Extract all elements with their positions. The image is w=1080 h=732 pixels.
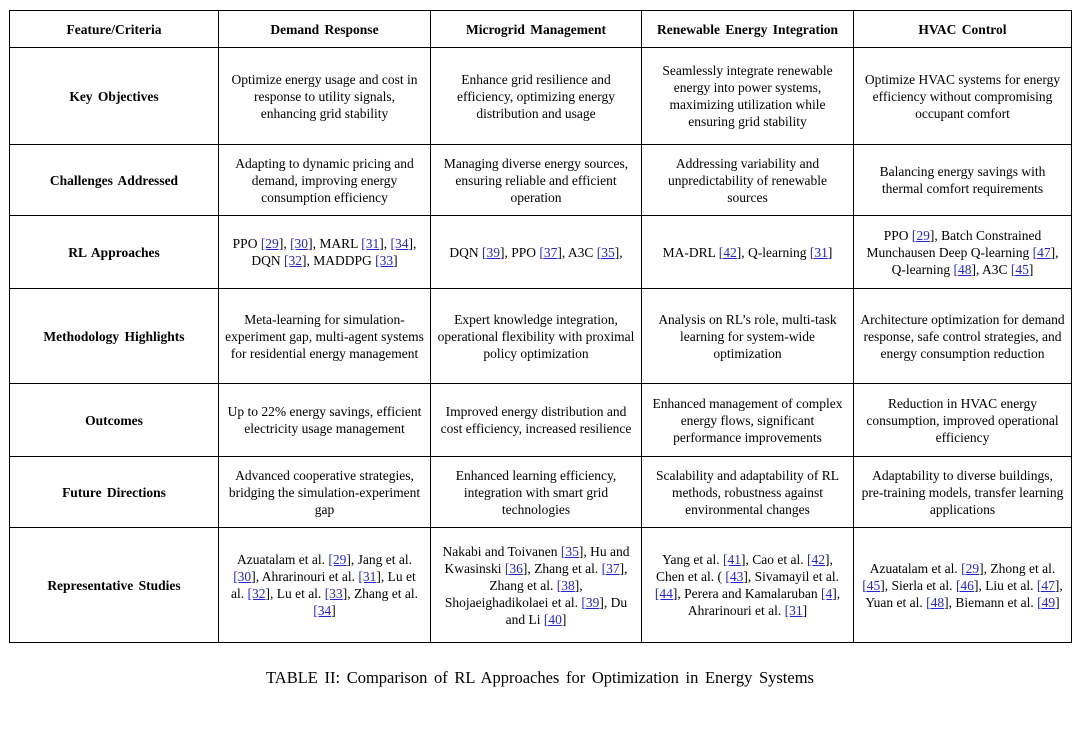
table-cell: Optimize HVAC systems for energy efficie… <box>853 47 1072 145</box>
row-header: Key Objectives <box>9 47 219 145</box>
citation-link[interactable]: [36 <box>504 560 523 576</box>
table-cell: Up to 22% energy savings, efficient elec… <box>218 383 431 457</box>
citation-link[interactable]: [42 <box>807 552 825 567</box>
citation-link[interactable]: [29 <box>260 236 279 251</box>
table-cell: PPO [29], Batch Constrained Munchausen D… <box>853 215 1072 289</box>
row-header: Methodology Highlights <box>9 288 219 384</box>
table-cell: Optimize energy usage and cost in respon… <box>218 47 431 145</box>
table-cell: Addressing variability and unpredictabil… <box>641 144 854 216</box>
table-cell: Meta-learning for simulation-experiment … <box>218 288 431 384</box>
citation-link[interactable]: [37 <box>539 244 558 260</box>
table-row: Outcomes Up to 22% energy savings, effici… <box>9 383 1072 457</box>
citation-link[interactable]: [33 <box>324 586 343 601</box>
citation-link[interactable]: [30 <box>290 236 309 251</box>
comparison-table: Feature/Criteria Demand Response Microgrid… <box>9 10 1072 643</box>
citation-link[interactable]: [29 <box>328 552 347 567</box>
citation-link[interactable]: [35 <box>560 543 579 559</box>
citation-link[interactable]: [31 <box>784 603 803 618</box>
citation-link[interactable]: [32 <box>247 586 266 601</box>
citation-link[interactable]: [33 <box>375 253 394 268</box>
table-cell: Improved energy distribution and cost ef… <box>430 383 642 457</box>
table-cell: Nakabi and Toivanen [35], Hu and Kwasins… <box>430 527 642 643</box>
table-row: Representative Studies Azuatalam et al. [… <box>9 527 1072 643</box>
table-cell: Adaptability to diverse buildings, pre-t… <box>853 456 1072 528</box>
row-header: RL Approaches <box>9 215 219 289</box>
table-cell: Analysis on RL’s role, multi-task learni… <box>641 288 854 384</box>
table-cell: Adapting to dynamic pricing and demand, … <box>218 144 431 216</box>
citation-link[interactable]: [46 <box>955 577 974 593</box>
table-cell: Azuatalam et al. [29], Jang et al. [30],… <box>218 527 431 643</box>
table-body: Key Objectives Optimize energy usage and … <box>9 47 1072 643</box>
citation-link[interactable]: [41 <box>723 552 742 567</box>
table-row: Future Directions Advanced cooperative st… <box>9 456 1072 528</box>
citation-link[interactable]: [37 <box>601 560 620 576</box>
table-cell: Azuatalam et al. [29], Zhong et al. [45]… <box>853 527 1072 643</box>
citation-link[interactable]: [38 <box>556 577 575 593</box>
citation-link[interactable]: [31 <box>361 236 380 251</box>
table-cell: PPO [29], [30], MARL [31], [34], DQN [32… <box>218 215 431 289</box>
table-caption: TABLE II: Comparison of RL Approaches fo… <box>266 668 814 687</box>
citation-link[interactable]: [39 <box>581 594 600 610</box>
citation-link[interactable]: [48 <box>953 261 972 277</box>
table-cell: Enhanced management of complex energy fl… <box>641 383 854 457</box>
citation-link[interactable]: [34 <box>313 603 332 618</box>
citation-link[interactable]: [43 <box>725 569 744 584</box>
citation-link[interactable]: [44 <box>654 586 673 601</box>
column-header: HVAC Control <box>853 10 1072 48</box>
citation-link[interactable]: [47 <box>1036 577 1055 593</box>
table-row: RL Approaches PPO [29], [30], MARL [31], … <box>9 215 1072 289</box>
table-cell: Seamlessly integrate renewable energy in… <box>641 47 854 145</box>
table-cell: Reduction in HVAC energy consumption, im… <box>853 383 1072 457</box>
citation-link[interactable]: [29 <box>961 560 980 576</box>
column-header: Demand Response <box>218 10 431 48</box>
table-cell: Balancing energy savings with thermal co… <box>853 144 1072 216</box>
header-row: Feature/Criteria Demand Response Microgrid… <box>9 10 1072 48</box>
table-cell: Enhance grid resilience and efficiency, … <box>430 47 642 145</box>
table-cell: Enhanced learning efficiency, integratio… <box>430 456 642 528</box>
column-header: Feature/Criteria <box>9 10 219 48</box>
table-cell: Advanced cooperative strategies, bridgin… <box>218 456 431 528</box>
citation-link[interactable]: [45 <box>862 577 881 593</box>
citation-link[interactable]: [29 <box>911 227 930 243</box>
citation-link[interactable]: [31 <box>358 569 377 584</box>
citation-link[interactable]: [47 <box>1032 244 1051 260</box>
citation-link[interactable]: [34 <box>390 236 409 251</box>
row-header: Challenges Addressed <box>9 144 219 216</box>
table-row: Methodology Highlights Meta-learning for … <box>9 288 1072 384</box>
citation-link[interactable]: [48 <box>926 594 945 610</box>
table-cell: Managing diverse energy sources, ensurin… <box>430 144 642 216</box>
citation-link[interactable]: [35 <box>596 244 615 260</box>
row-header: Representative Studies <box>9 527 219 643</box>
citation-link[interactable]: [42 <box>718 244 737 260</box>
column-header: Microgrid Management <box>430 10 642 48</box>
column-header: Renewable Energy Integration <box>641 10 854 48</box>
table-cell: MA-DRL [42], Q-learning [31] <box>641 215 854 289</box>
table-cell: Scalability and adaptability of RL metho… <box>641 456 854 528</box>
table-cell: Expert knowledge integration, operationa… <box>430 288 642 384</box>
row-header: Future Directions <box>9 456 219 528</box>
table-cell: DQN [39], PPO [37], A3C [35], <box>430 215 642 289</box>
table-row: Challenges Addressed Adapting to dynamic … <box>9 144 1072 216</box>
citation-link[interactable]: [45 <box>1010 261 1029 277</box>
citation-link[interactable]: [31 <box>809 244 828 260</box>
row-header: Outcomes <box>9 383 219 457</box>
citation-link[interactable]: [49 <box>1037 594 1056 610</box>
citation-link[interactable]: [40 <box>543 611 562 627</box>
citation-link[interactable]: [39 <box>481 244 500 260</box>
table-cell: Architecture optimization for demand res… <box>853 288 1072 384</box>
citation-link[interactable]: [30 <box>233 569 252 584</box>
citation-link[interactable]: [4 <box>820 586 833 601</box>
table-cell: Yang et al. [41], Cao et al. [42], Chen … <box>641 527 854 643</box>
citation-link[interactable]: [32 <box>283 253 302 268</box>
table-row: Key Objectives Optimize energy usage and … <box>9 47 1072 145</box>
